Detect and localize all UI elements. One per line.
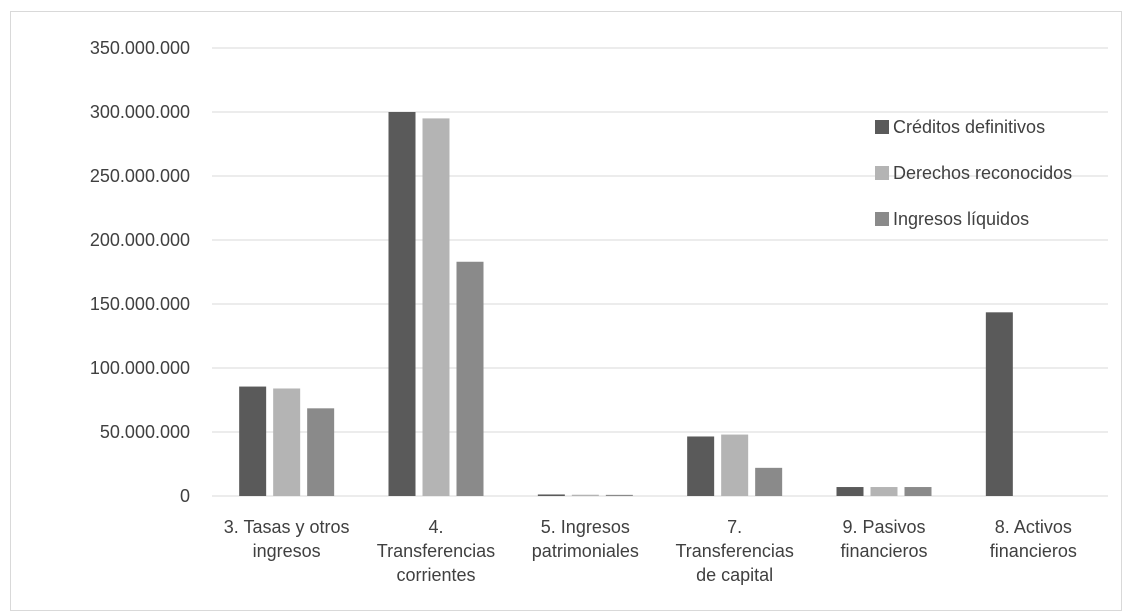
x-tick-label: 3. Tasas y otros [224, 517, 350, 537]
legend-swatch [875, 166, 889, 180]
x-axis-labels: 3. Tasas y otros ingresos 4. Transferencias… [224, 517, 1077, 585]
bar [571, 494, 599, 496]
bar [870, 487, 898, 496]
x-tick-label: 9. Pasivos [842, 517, 925, 537]
x-tick-label: de capital [696, 565, 773, 585]
legend-swatch [875, 212, 889, 226]
x-tick-label: Transferencias [675, 541, 793, 561]
y-tick-label: 200.000.000 [90, 230, 190, 250]
x-tick-label: 4. [428, 517, 443, 537]
y-axis-ticks: 0 50.000.000 100.000.000 150.000.000 200.000… [90, 38, 190, 506]
legend: Créditos definitivos Derechos reconocidos… [875, 117, 1072, 229]
y-tick-label: 0 [180, 486, 190, 506]
bar [605, 494, 633, 496]
legend-label: Ingresos líquidos [893, 209, 1029, 229]
x-tick-label: 5. Ingresos [541, 517, 630, 537]
bar [307, 408, 335, 496]
bars [239, 112, 1013, 497]
legend-label: Créditos definitivos [893, 117, 1045, 137]
bar [239, 386, 267, 496]
bar [388, 112, 416, 496]
chart-area [10, 11, 1122, 611]
y-tick-label: 300.000.000 [90, 102, 190, 122]
y-tick-label: 150.000.000 [90, 294, 190, 314]
x-tick-label: 8. Activos [995, 517, 1072, 537]
x-tick-label: financieros [840, 541, 927, 561]
x-tick-label: patrimoniales [532, 541, 639, 561]
bar [456, 261, 484, 496]
bar [273, 388, 301, 496]
x-tick-label: corrientes [396, 565, 475, 585]
x-tick-label: Transferencias [377, 541, 495, 561]
bar [721, 434, 749, 496]
bar [836, 487, 864, 496]
x-tick-label: financieros [990, 541, 1077, 561]
y-tick-label: 50.000.000 [100, 422, 190, 442]
legend-swatch [875, 120, 889, 134]
legend-label: Derechos reconocidos [893, 163, 1072, 183]
bar [687, 436, 715, 496]
y-tick-label: 250.000.000 [90, 166, 190, 186]
bar [422, 118, 450, 497]
y-tick-label: 350.000.000 [90, 38, 190, 58]
bar [537, 494, 565, 496]
x-tick-label: ingresos [253, 541, 321, 561]
bar-chart: 0 50.000.000 100.000.000 150.000.000 200.000… [90, 38, 1108, 585]
bar [904, 487, 932, 496]
x-tick-label: 7. [727, 517, 742, 537]
bar [755, 467, 783, 496]
y-tick-label: 100.000.000 [90, 358, 190, 378]
bar [985, 312, 1013, 496]
gridlines [212, 47, 1108, 497]
